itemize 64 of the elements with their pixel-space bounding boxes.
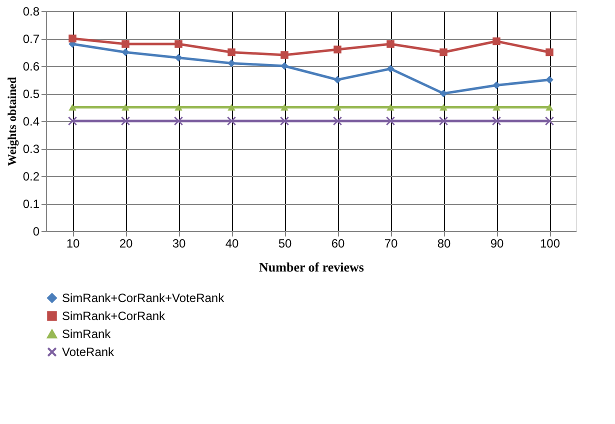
y-tick-label: 0.7 [22, 32, 40, 46]
point [334, 76, 342, 84]
x-tick-label: 20 [119, 236, 133, 250]
point [68, 34, 76, 42]
point [280, 116, 290, 126]
x-tick-label: 70 [384, 236, 398, 250]
y-tick-label: 0.2 [22, 170, 40, 184]
x-tick-label: 40 [225, 236, 239, 250]
y-tick-label: 0.4 [22, 114, 40, 128]
point [386, 116, 396, 126]
x-tick-label: 80 [437, 236, 451, 250]
legend-label: SimRank [62, 327, 112, 341]
y-tick-label: 0.1 [22, 197, 40, 211]
point [440, 90, 448, 98]
point [386, 104, 394, 111]
point [546, 104, 554, 111]
x-tick-label: 50 [278, 236, 292, 250]
point [174, 54, 182, 62]
point [386, 64, 394, 73]
x-tick-label: 60 [331, 236, 345, 250]
point [68, 116, 78, 126]
point [438, 116, 448, 126]
point [174, 104, 182, 111]
point [492, 104, 500, 111]
x-tick-label: 100 [540, 236, 560, 250]
point [174, 116, 184, 126]
point [120, 116, 130, 126]
legend-label: SimRank+CorRank [62, 309, 166, 323]
point [386, 40, 394, 48]
point [280, 62, 288, 70]
y-axis-title: Weights obtained [4, 76, 19, 166]
y-tick-label: 0 [32, 224, 40, 238]
x-tick-label: 30 [172, 236, 186, 250]
point [174, 40, 182, 48]
point [280, 51, 288, 59]
point [440, 48, 448, 56]
point [228, 48, 236, 56]
point [492, 81, 500, 90]
point [544, 116, 554, 126]
point [492, 37, 500, 46]
y-tick-label: 0.8 [22, 4, 40, 18]
point [122, 40, 130, 48]
point [332, 116, 342, 126]
point [334, 104, 342, 111]
legend-label: VoteRank [62, 345, 116, 359]
point [226, 116, 236, 126]
legend-label: SimRank+CorRank+VoteRank [62, 291, 226, 305]
x-tick-label: 10 [66, 236, 80, 250]
point [228, 59, 236, 68]
x-axis-title: Number of reviews [259, 260, 364, 274]
point [68, 104, 76, 111]
x-tick-label: 90 [490, 236, 504, 250]
point [546, 48, 554, 56]
point [492, 116, 502, 126]
point [280, 104, 288, 111]
y-tick-label: 0.6 [22, 60, 40, 74]
point [546, 76, 554, 84]
point [228, 104, 236, 111]
point [334, 46, 342, 54]
y-tick-label: 0.3 [22, 142, 40, 156]
point [122, 104, 130, 111]
point [122, 48, 130, 56]
point [440, 104, 448, 111]
y-tick-label: 0.5 [22, 87, 40, 101]
